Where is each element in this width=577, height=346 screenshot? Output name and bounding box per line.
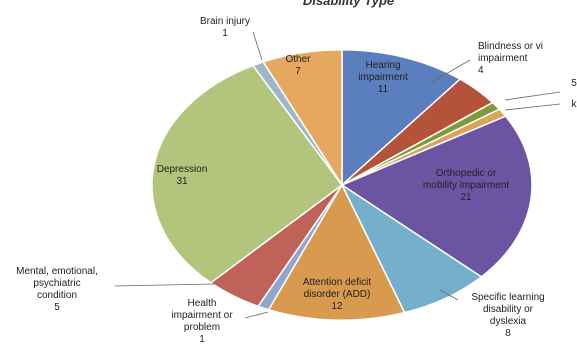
pie-slice-11 — [262, 49, 343, 188]
leader-line-2 — [504, 91, 561, 101]
label-health: Health impairment or problem 1 — [171, 298, 233, 345]
pie-slice-5 — [340, 182, 483, 314]
chart-title: Disability Type — [302, 0, 395, 8]
pie-slice-9 — [151, 64, 344, 284]
leader-line-0 — [252, 31, 263, 61]
pie-slice-6 — [267, 183, 406, 321]
label-learning: Specific learning disability or dyslexia… — [471, 292, 545, 339]
label-brain: Brain injury 1 — [199, 16, 251, 39]
leader-line-4 — [439, 289, 459, 301]
label-other: Other 7 — [285, 54, 311, 77]
label-add: Attention deficit disorder (ADD) 12 — [302, 277, 372, 312]
pie-slice-4 — [340, 115, 533, 278]
leader-line-1 — [431, 59, 471, 83]
label-orthopedic: Orthopedic or mobility impairment 21 — [422, 168, 510, 203]
label-depression: Depression 31 — [156, 164, 208, 187]
leader-line-6 — [114, 283, 215, 287]
label-small-k: k — [571, 99, 577, 110]
leader-line-5 — [244, 311, 269, 319]
leader-line-3 — [504, 103, 561, 111]
label-mental: Mental, emotional, psychiatric condition… — [16, 266, 98, 313]
label-hearing: Hearing impairment 11 — [358, 60, 408, 95]
pie-slice-0 — [341, 49, 462, 187]
label-small-5: 5 — [571, 78, 577, 89]
label-blindness: Blindness or vi impairment 4 — [478, 41, 544, 76]
